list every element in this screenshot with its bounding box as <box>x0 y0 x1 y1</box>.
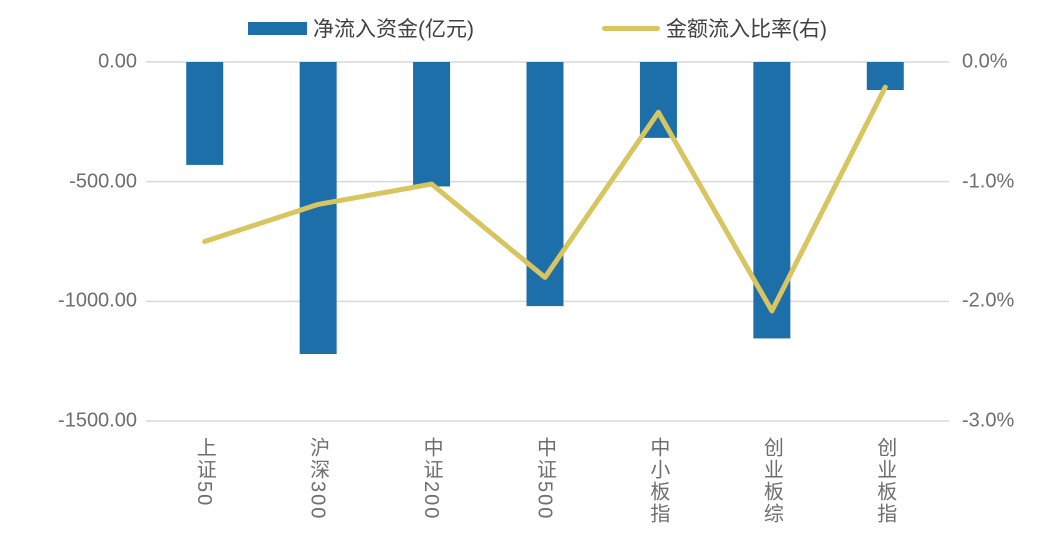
x-axis-label-中证500: 中证500 <box>533 437 556 521</box>
x-axis-label-创业板指: 创业板指 <box>873 437 896 525</box>
line-series-swatch <box>602 25 660 31</box>
left-axis-tick: -500.00 <box>69 170 137 193</box>
bar-series-label: 净流入资金(亿元) <box>313 18 474 41</box>
trend-line <box>202 84 888 314</box>
bar-上证50 <box>186 62 224 165</box>
left-axis-tick: 0.00 <box>98 50 137 73</box>
bar-创业板综 <box>753 62 791 339</box>
right-axis-tick: -2.0% <box>962 289 1015 312</box>
legend-item-bar-series: 净流入资金(亿元) <box>248 15 474 41</box>
bar-series-swatch <box>248 21 307 35</box>
x-axis-label-中小板指: 中小板指 <box>646 437 669 525</box>
x-axis-label-创业板综: 创业板综 <box>760 437 783 525</box>
right-axis-tick: 0.0% <box>962 50 1008 73</box>
x-axis-label-沪深300: 沪深300 <box>306 437 329 521</box>
legend-item-line-series: 金额流入比率(右) <box>602 15 827 41</box>
left-axis-tick: -1500.00 <box>58 409 137 432</box>
right-axis-tick: -1.0% <box>962 170 1015 193</box>
bar-中证200 <box>413 62 451 187</box>
x-axis-label-中证200: 中证200 <box>420 437 443 521</box>
left-axis-tick: -1000.00 <box>58 289 137 312</box>
right-axis-tick: -3.0% <box>962 409 1015 432</box>
line-series-label: 金额流入比率(右) <box>666 18 827 41</box>
x-axis-label-上证50: 上证50 <box>193 437 216 508</box>
bar-中小板指 <box>639 62 677 138</box>
